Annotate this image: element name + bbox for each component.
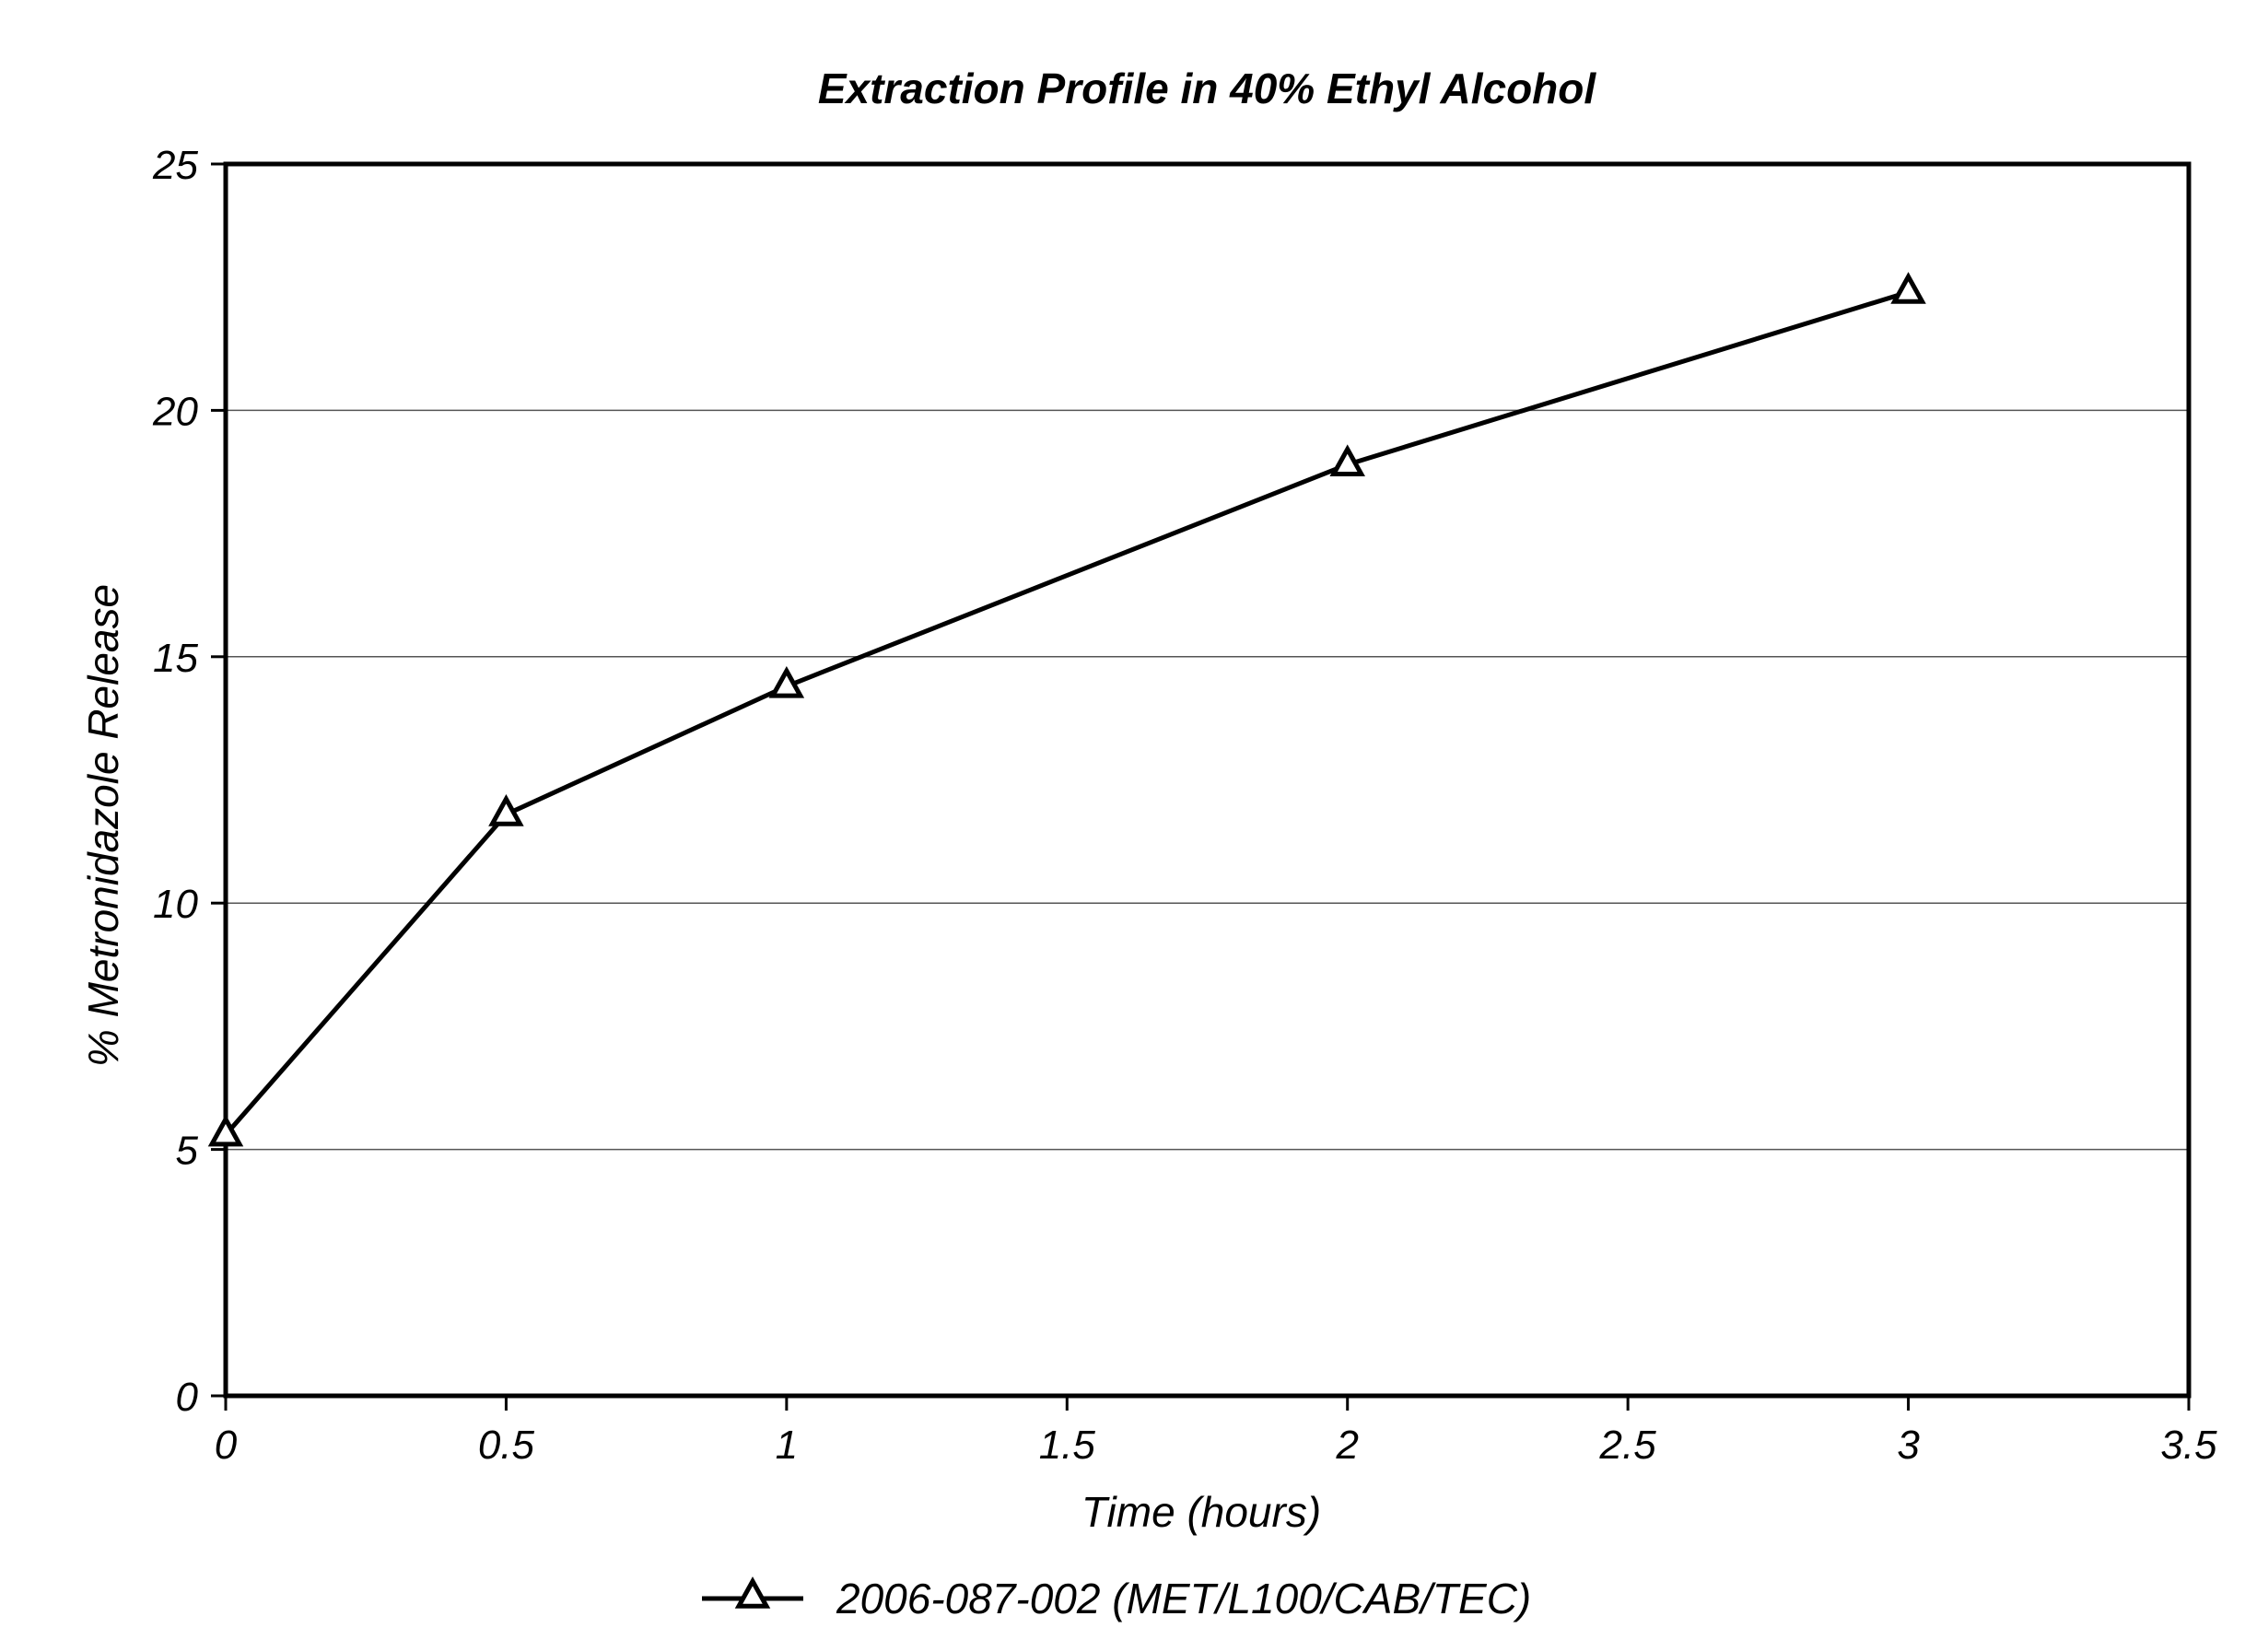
y-tick-label: 5 (176, 1129, 199, 1174)
y-tick-label: 10 (153, 882, 198, 927)
x-tick-label: 2 (1335, 1423, 1358, 1468)
x-tick-label: 1.5 (1039, 1423, 1096, 1468)
legend: 2006-087-002 (MET/L100/CAB/TEC) (702, 1575, 1531, 1622)
x-tick-label: 1 (776, 1423, 798, 1468)
x-axis-label: Time (hours) (1081, 1488, 1321, 1536)
series-group (212, 276, 1923, 1144)
series-line-0 (226, 292, 1909, 1135)
y-axis-ticks: 0 5 10 15 20 25 (152, 143, 226, 1420)
chart: Extraction Profile in 40% Ethyl Alcohol … (0, 0, 2268, 1628)
y-axis-label: % Metronidazole Release (79, 584, 127, 1067)
y-tick-label: 0 (176, 1375, 199, 1420)
x-tick-label: 2.5 (1599, 1423, 1657, 1468)
x-tick-label: 0.5 (478, 1423, 535, 1468)
x-axis-ticks: 0 0.5 1 1.5 2 2.5 3 3.5 (215, 1396, 2217, 1468)
plot-frame (226, 164, 2189, 1396)
y-tick-label: 25 (152, 143, 198, 188)
x-tick-label: 3.5 (2160, 1423, 2217, 1468)
x-tick-label: 3 (1897, 1423, 1920, 1468)
chart-title: Extraction Profile in 40% Ethyl Alcohol (818, 64, 1597, 112)
y-tick-label: 15 (153, 636, 198, 681)
y-tick-label: 20 (152, 389, 198, 434)
x-tick-label: 0 (215, 1423, 238, 1468)
legend-label: 2006-087-002 (MET/L100/CAB/TEC) (836, 1575, 1531, 1622)
legend-marker-triangle-icon (739, 1581, 766, 1606)
data-point-triangle (1895, 276, 1923, 301)
